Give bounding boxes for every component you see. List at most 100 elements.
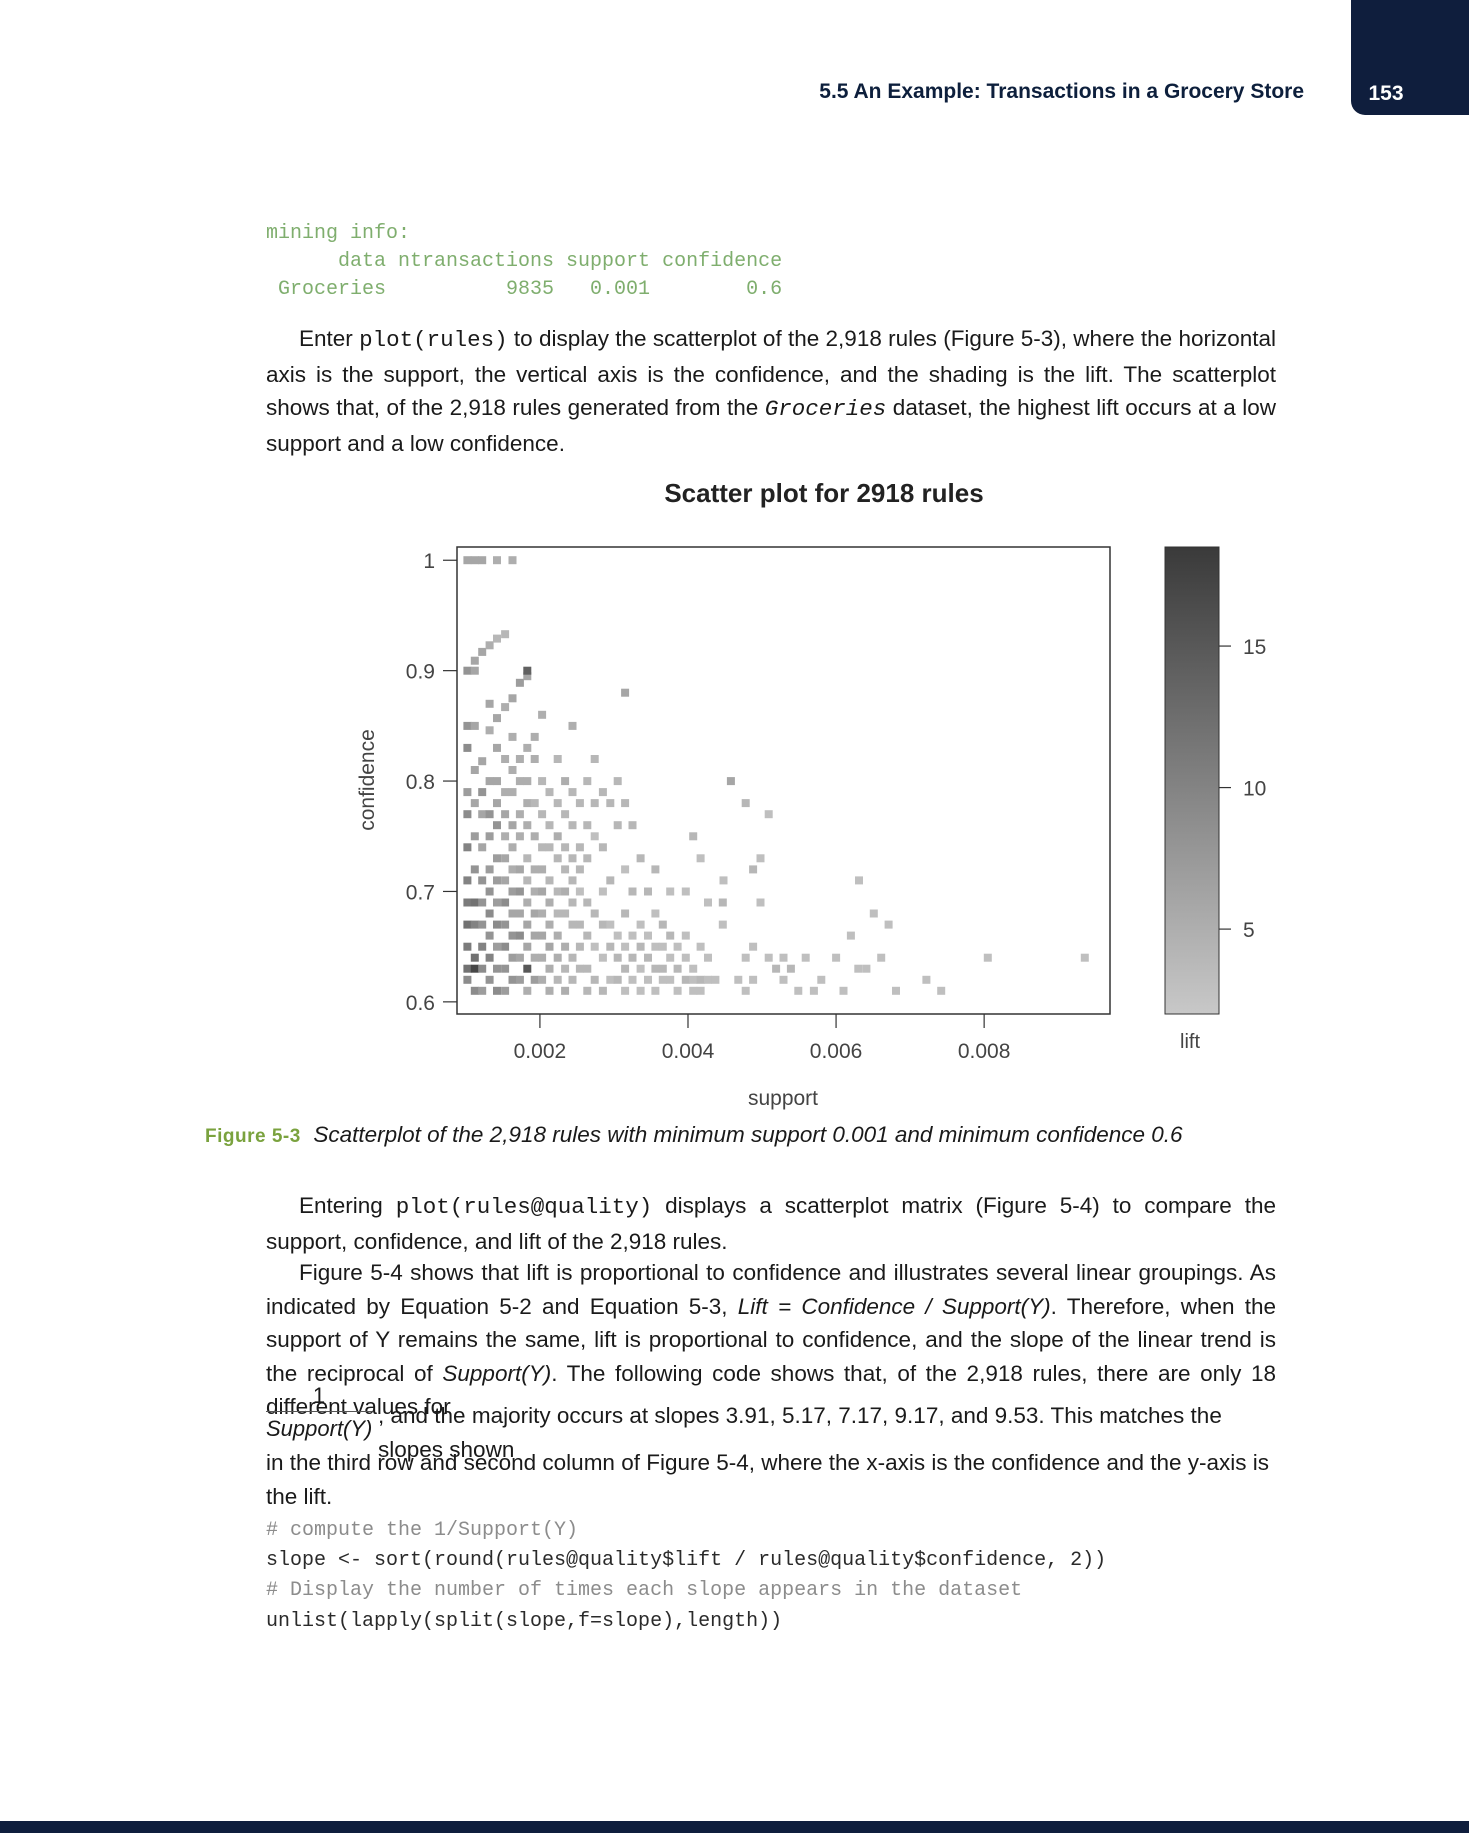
scatter-point — [493, 714, 501, 723]
scatter-point — [689, 986, 698, 995]
scatter-point — [545, 821, 554, 830]
scatter-point — [983, 953, 992, 962]
scatter-point — [606, 920, 615, 929]
scatter-point — [485, 832, 494, 841]
scatter-point — [553, 931, 562, 940]
scatter-point — [538, 953, 547, 962]
scatter-point — [854, 964, 863, 973]
scatter-point — [523, 743, 532, 752]
scatter-point — [463, 843, 472, 852]
scatter-point — [606, 975, 615, 984]
scatter-point — [628, 953, 637, 962]
scatter-point — [501, 942, 510, 951]
scatter-point — [545, 876, 554, 885]
scatter-point — [493, 876, 501, 885]
scatter-point — [681, 887, 690, 896]
code-line: mining info: — [266, 222, 411, 245]
scatter-point — [666, 887, 675, 896]
scatter-point — [485, 865, 494, 874]
scatter-point — [501, 964, 510, 973]
scatter-point — [575, 799, 584, 808]
scatter-point — [575, 964, 584, 973]
scatter-point — [575, 843, 584, 852]
scatter-point — [839, 986, 848, 995]
scatter-point — [666, 975, 675, 984]
scatter-point — [485, 887, 494, 896]
lift-colorbar — [1164, 546, 1220, 1015]
x-tick-label: 0.002 — [514, 1040, 567, 1063]
scatter-point — [877, 953, 886, 962]
scatter-point — [530, 755, 539, 763]
code-comment: # Display the number of times each slope… — [266, 1579, 1023, 1602]
scatter-point — [696, 854, 705, 863]
scatter-point — [794, 986, 803, 995]
paragraph-continuation: , and the majority occurs at slopes 3.91… — [378, 1403, 1222, 1462]
scatter-point — [493, 942, 501, 951]
scatter-point — [545, 986, 554, 995]
scatter-point — [508, 788, 517, 797]
scatter-point — [704, 898, 712, 907]
code-comment: # compute the 1/Support(Y) — [266, 1519, 579, 1542]
scatter-point — [485, 909, 494, 918]
scatter-point — [508, 931, 517, 940]
scatter-point — [561, 887, 570, 896]
code-line: data ntransactions support confidence — [266, 250, 783, 273]
scatter-point — [515, 810, 524, 819]
scatter-point — [470, 920, 479, 929]
fraction: 1 Support(Y) — [266, 1383, 372, 1444]
footer-bar — [0, 1821, 1469, 1833]
scatter-point — [636, 986, 645, 995]
scatter-point — [681, 953, 690, 962]
scatter-point — [786, 964, 795, 973]
scatter-point — [463, 743, 472, 752]
scatter-point — [568, 854, 577, 863]
scatter-point — [515, 755, 524, 763]
scatter-point — [538, 777, 547, 786]
scatter-point — [689, 964, 698, 973]
scatter-point — [463, 721, 472, 730]
y-tick-label: 1 — [423, 550, 435, 573]
scatter-point — [545, 898, 554, 907]
code-line: slope <- sort(round(rules@quality$lift /… — [266, 1549, 1107, 1572]
scatter-point — [892, 986, 900, 995]
scatter-point — [501, 854, 510, 863]
scatter-point — [523, 672, 532, 681]
scatter-point — [590, 832, 599, 841]
scatter-point — [673, 964, 682, 973]
scatter-point — [485, 810, 494, 819]
figure-caption: Figure 5-3 Scatterplot of the 2,918 rule… — [205, 1122, 1183, 1148]
scatter-point — [681, 975, 690, 984]
y-tick-label: 0.9 — [406, 661, 435, 684]
scatter-point — [598, 953, 607, 962]
scatter-point — [561, 942, 570, 951]
scatter-point — [493, 964, 501, 973]
scatter-point — [553, 953, 562, 962]
scatter-point — [538, 810, 547, 819]
scatter-point — [583, 777, 592, 786]
scatter-point — [749, 975, 758, 984]
scatter-point — [817, 975, 826, 984]
scatter-point — [508, 732, 517, 741]
scatter-point — [583, 964, 592, 973]
scatter-point — [651, 865, 660, 874]
scatter-point — [862, 964, 871, 973]
scatter-point — [515, 678, 524, 687]
scatter-point — [658, 942, 667, 951]
lift-tick-label: 15 — [1243, 636, 1266, 659]
scatter-point — [470, 799, 479, 808]
figure-label: Figure 5-3 — [205, 1126, 301, 1147]
scatter-point — [463, 788, 472, 797]
scatter-point — [553, 975, 562, 984]
scatter-point — [673, 942, 682, 951]
scatter-point — [590, 909, 599, 918]
scatter-point — [575, 920, 584, 929]
scatter-point — [644, 953, 652, 962]
scatter-point — [922, 975, 931, 984]
scatter-point — [470, 832, 479, 841]
scatter-point — [561, 964, 570, 973]
scatter-point — [590, 942, 599, 951]
scatter-point — [606, 876, 615, 885]
scatter-point — [545, 964, 554, 973]
scatter-point — [523, 799, 532, 808]
scatter-point — [590, 755, 599, 763]
